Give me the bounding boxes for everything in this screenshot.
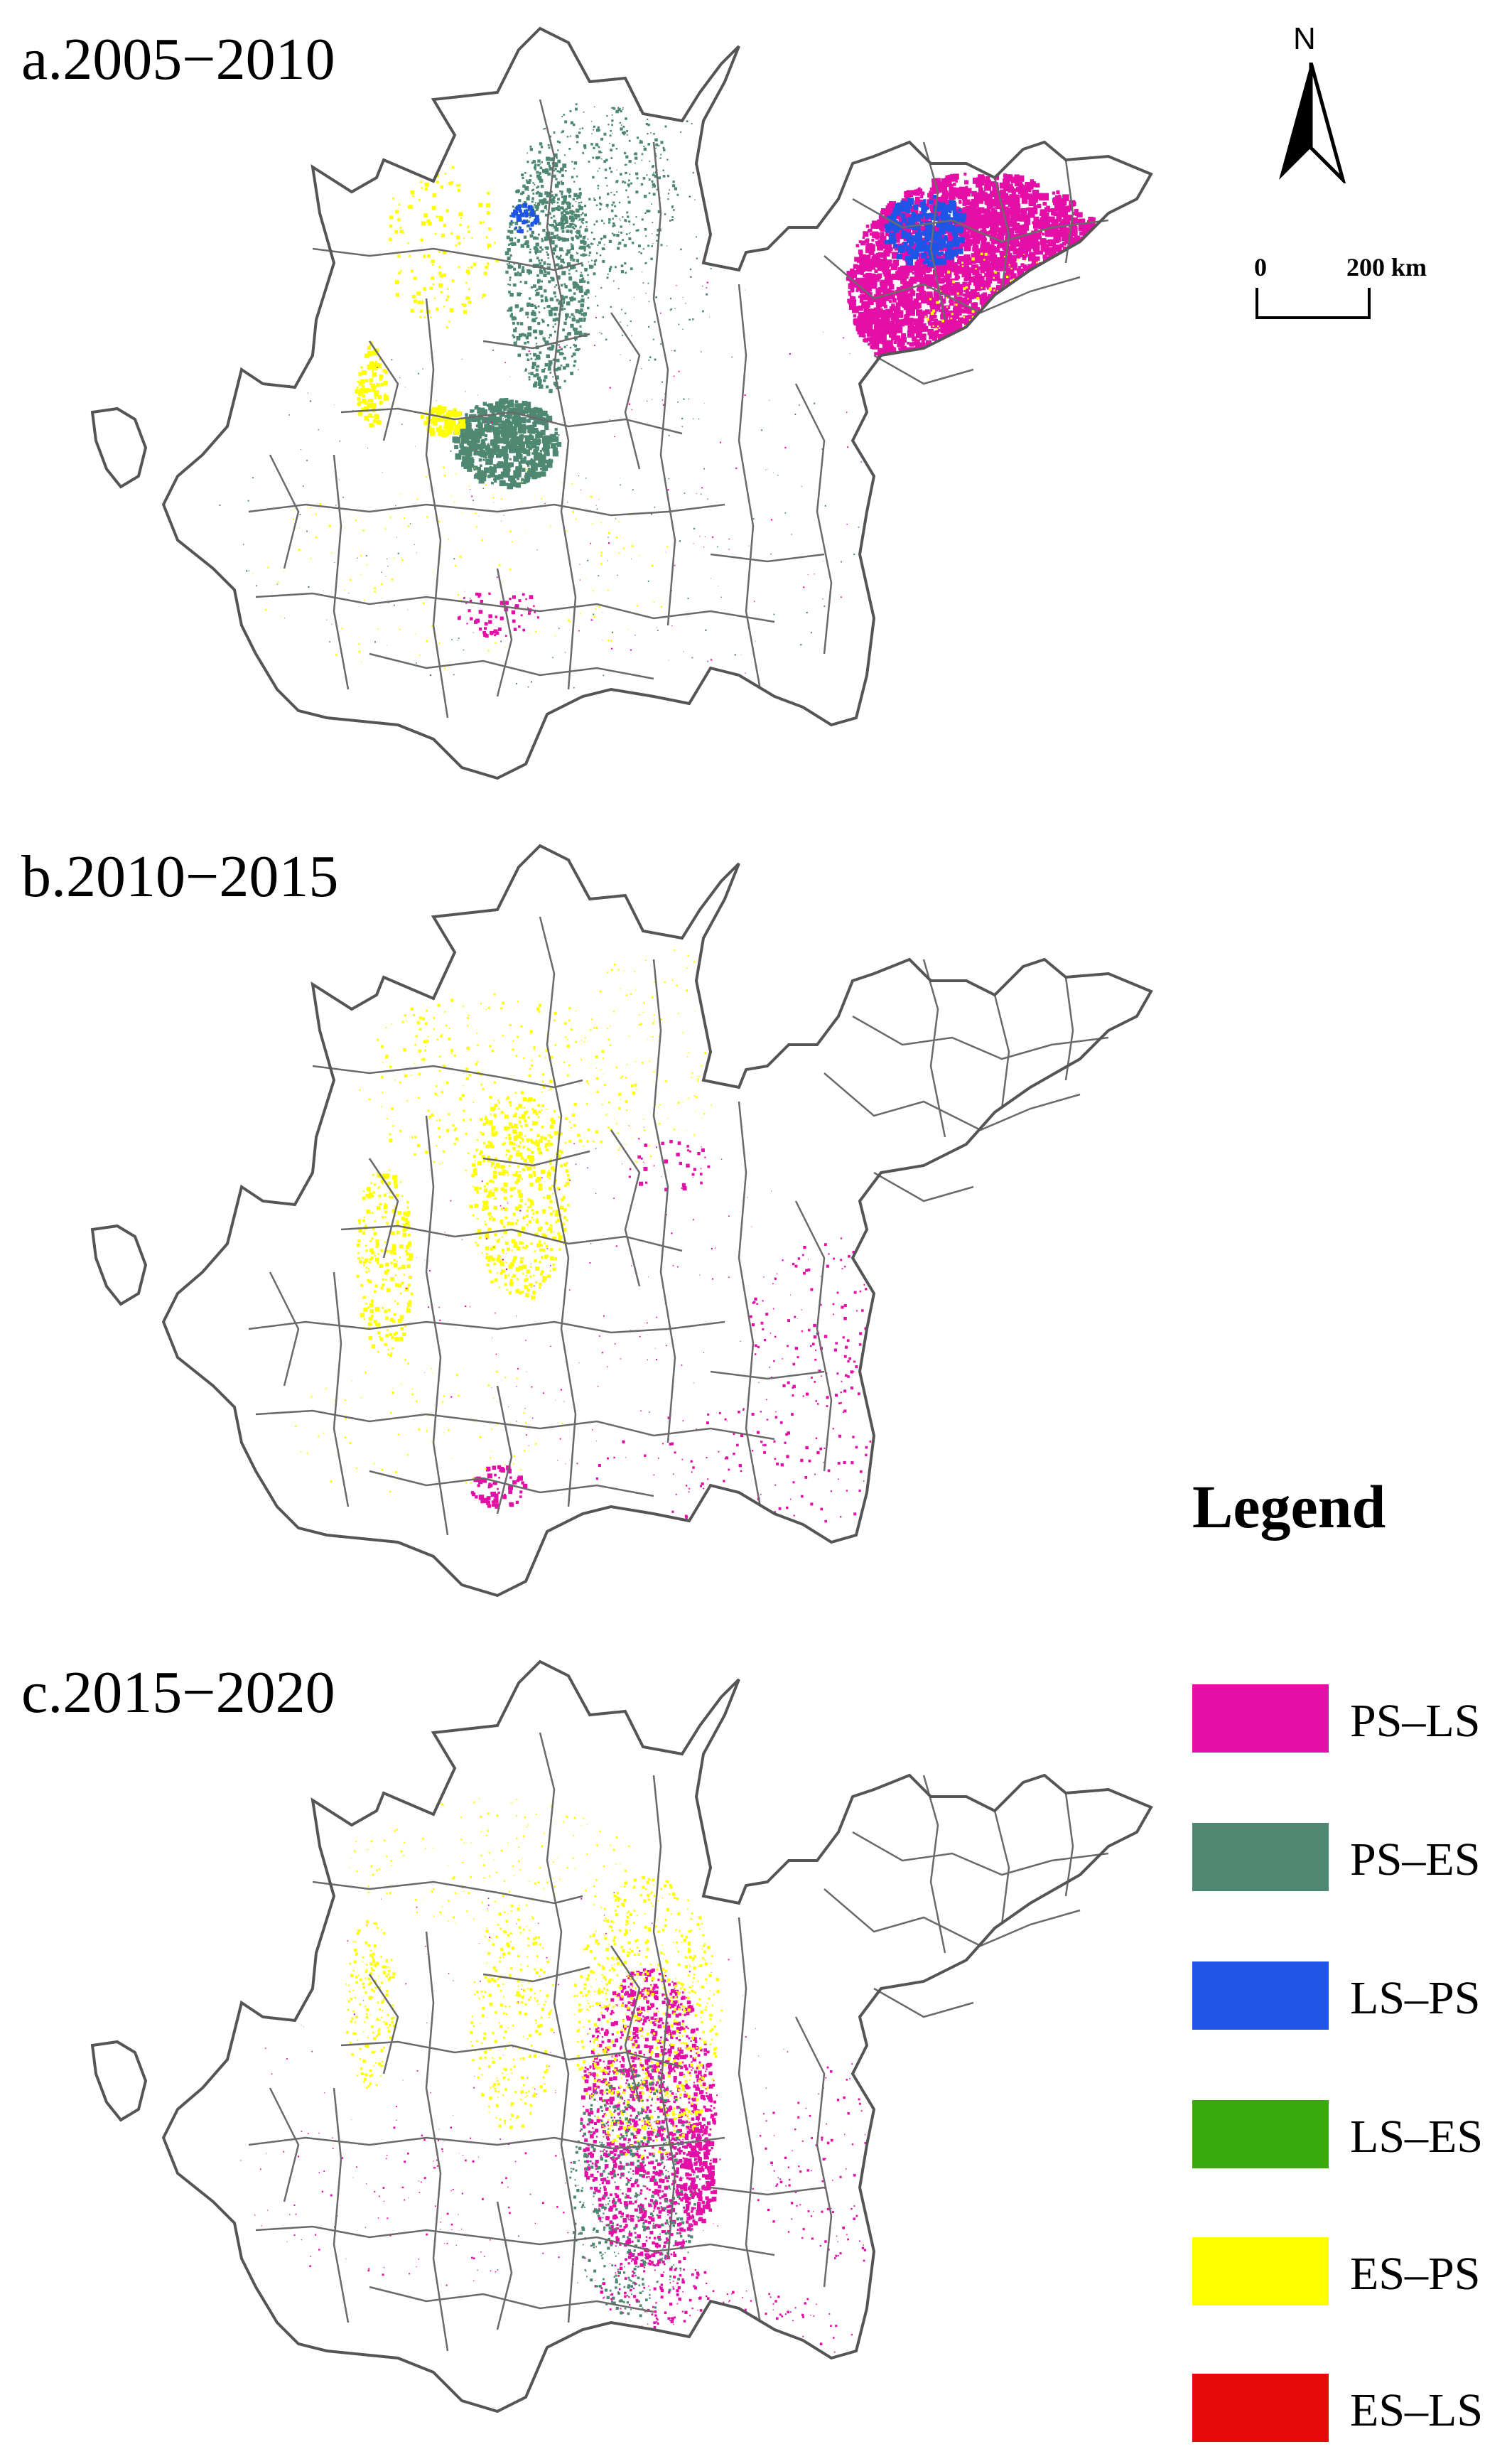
- scale-end-label: 200 km: [1346, 253, 1427, 281]
- scale-bar: 0 200 km: [1240, 252, 1453, 330]
- island-outline: [90, 1224, 148, 1306]
- scale-bar-line: [1256, 288, 1371, 319]
- region-land: [163, 846, 1151, 1595]
- legend-item-ls-ps: LS–PS: [1192, 1961, 1505, 2030]
- north-label: N: [1293, 21, 1316, 56]
- legend-label: ES–PS: [1350, 2248, 1481, 2300]
- north-arrow: N: [1272, 21, 1350, 183]
- legend-title: Legend: [1192, 1473, 1386, 1541]
- north-arrow-icon: [1279, 63, 1346, 183]
- map-panel-c: [0, 1647, 1172, 2422]
- region-outline: [161, 844, 1153, 1598]
- legend-label: PS–LS: [1350, 1695, 1481, 1747]
- legend-item-es-ls: ES–LS: [1192, 2374, 1505, 2442]
- scale-start-label: 0: [1254, 253, 1267, 281]
- legend-label: ES–LS: [1350, 2384, 1484, 2436]
- county-boundaries: [248, 99, 1109, 719]
- panel-title-c: c.2015−2020: [21, 1659, 335, 1726]
- legend-swatch: [1192, 2237, 1329, 2305]
- region-land: [163, 1662, 1151, 2411]
- legend-item-ps-es: PS–ES: [1192, 1823, 1505, 1891]
- island-outline: [90, 407, 148, 489]
- change-patches: [211, 1798, 1072, 2372]
- region-outline: [161, 1659, 1153, 2413]
- legend-label: LS–PS: [1350, 1972, 1481, 2024]
- legend-swatch: [1192, 2100, 1329, 2168]
- region-outline: [161, 26, 1153, 780]
- map-panel-b: [0, 832, 1172, 1606]
- county-boundaries: [248, 916, 1109, 1536]
- legend-item-ls-es: LS–ES: [1192, 2100, 1505, 2168]
- legend-item-ps-ls: PS–LS: [1192, 1684, 1505, 1753]
- panel-title-b: b.2010−2015: [21, 844, 339, 910]
- map-panel-a: [0, 14, 1172, 789]
- legend-label: PS–ES: [1350, 1834, 1481, 1885]
- island-outline: [90, 2040, 148, 2122]
- legend-swatch: [1192, 1961, 1329, 2030]
- panel-title-a: a.2005−2010: [21, 26, 335, 92]
- legend-item-es-ps: ES–PS: [1192, 2237, 1505, 2305]
- legend-swatch: [1192, 2374, 1329, 2442]
- legend-swatch: [1192, 1823, 1329, 1891]
- legend-swatch: [1192, 1684, 1329, 1753]
- legend-label: LS–ES: [1350, 2111, 1484, 2163]
- county-boundaries: [248, 1732, 1109, 2352]
